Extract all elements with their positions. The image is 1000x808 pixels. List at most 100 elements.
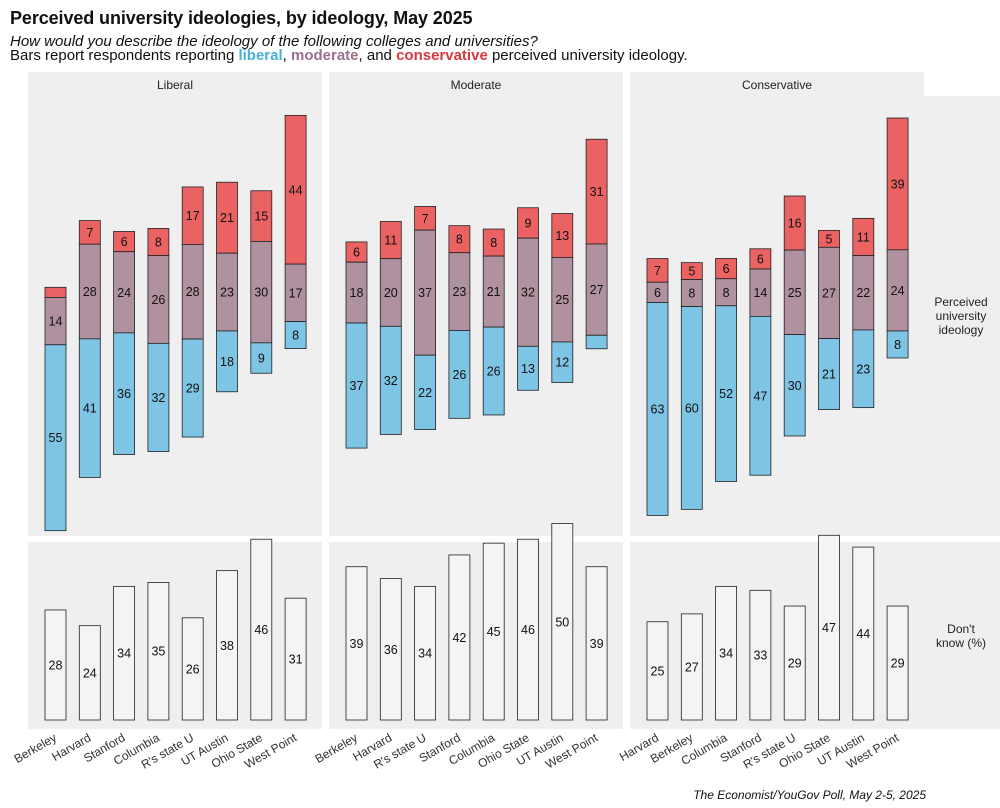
label-moderate-moderate-ut-austin: 25: [555, 293, 569, 307]
dontknow-bg-liberal: [28, 542, 322, 729]
label-moderate-moderate-west-point: 27: [590, 283, 604, 297]
label-dontknow-moderate-ohio-state: 46: [521, 623, 535, 637]
label-dontknow-conservative-berkeley: 27: [685, 660, 699, 674]
label-liberal-liberal-harvard: 41: [83, 402, 97, 416]
label-liberal-liberal-ut-austin: 18: [220, 355, 234, 369]
label-conservative-conservative-ut-austin: 11: [857, 230, 870, 244]
bar-dontknow-moderate-ut-austin: [551, 523, 574, 721]
label-moderate-conservative-ut-austin: 22: [856, 286, 870, 300]
label-moderate-moderate-harvard: 20: [384, 286, 398, 300]
bar-dontknow-moderate-west-point: [585, 566, 608, 721]
label-moderate-liberal-ut-austin: 23: [220, 286, 234, 300]
label-dontknow-moderate-r-s-state-u: 34: [418, 647, 432, 661]
label-moderate-moderate-ohio-state: 32: [521, 286, 535, 300]
label-dontknow-liberal-ut-austin: 38: [220, 639, 234, 653]
bar-dontknow-conservative-stanford: [749, 589, 772, 721]
label-conservative-conservative-columbia: 6: [723, 262, 730, 276]
label-liberal-liberal-ohio-state: 9: [258, 352, 265, 366]
legend-conservative: conservative: [396, 47, 488, 64]
label-dontknow-liberal-berkeley: 28: [49, 658, 63, 672]
bar-liberal-conservative-stanford: [749, 315, 772, 476]
bar-liberal-conservative-west-point: [886, 330, 909, 359]
bar-dontknow-moderate-harvard: [379, 578, 402, 721]
panel-bg-conservative: [630, 72, 924, 536]
label-moderate-moderate-columbia: 21: [487, 285, 501, 299]
legend-liberal: liberal: [238, 47, 283, 64]
label-liberal-conservative-ohio-state: 21: [822, 368, 836, 382]
bar-liberal-liberal-r-s-state-u: [181, 338, 204, 438]
row-label-ideology: Perceived university ideology: [934, 295, 987, 337]
label-dontknow-conservative-ut-austin: 44: [856, 627, 870, 641]
bar-dontknow-liberal-ohio-state: [250, 538, 273, 721]
row-label-bg-top: [924, 96, 1000, 536]
label-dontknow-liberal-r-s-state-u: 26: [186, 662, 200, 676]
label-dontknow-moderate-harvard: 36: [384, 643, 398, 657]
bar-dontknow-moderate-berkeley: [345, 566, 368, 721]
desc-suffix: perceived university ideology.: [487, 47, 688, 64]
bar-dontknow-liberal-columbia: [147, 582, 170, 721]
label-dontknow-liberal-stanford: 34: [117, 647, 131, 661]
bar-dontknow-liberal-stanford: [113, 585, 135, 721]
bar-dontknow-conservative-columbia: [715, 585, 737, 721]
desc-sep1: ,: [282, 47, 291, 64]
label-moderate-moderate-berkeley: 18: [350, 286, 364, 300]
facet-label-conservative: Conservative: [742, 78, 812, 92]
bar-liberal-liberal-harvard: [78, 338, 101, 478]
label-conservative-conservative-harvard: 7: [654, 264, 661, 278]
bar-dontknow-conservative-ut-austin: [852, 546, 875, 721]
label-dontknow-moderate-berkeley: 39: [350, 637, 364, 651]
label-liberal-liberal-columbia: 32: [151, 391, 165, 405]
label-moderate-moderate-r-s-state-u: 37: [418, 286, 432, 300]
label-conservative-moderate-west-point: 31: [590, 185, 604, 199]
dontknow-bg-moderate: [329, 542, 623, 729]
bar-dontknow-conservative-berkeley: [680, 613, 703, 721]
bar-dontknow-moderate-ohio-state: [517, 538, 539, 721]
bar-dontknow-liberal-r-s-state-u: [181, 617, 204, 721]
bar-liberal-moderate-west-point: [585, 334, 608, 350]
label-conservative-conservative-west-point: 39: [891, 177, 905, 191]
legend-moderate: moderate: [291, 47, 359, 64]
bar-liberal-moderate-columbia: [482, 326, 505, 416]
panel-conservative: Conservative766325Harvard586027Berkeley6…: [617, 72, 924, 772]
dontknow-bg-conservative: [630, 542, 924, 729]
bar-conservative-liberal-berkeley: [44, 286, 67, 298]
bar-dontknow-conservative-r-s-state-u: [783, 605, 806, 721]
label-liberal-conservative-stanford: 47: [753, 389, 767, 403]
label-moderate-moderate-stanford: 23: [452, 285, 466, 299]
label-dontknow-liberal-ohio-state: 46: [254, 623, 268, 637]
bar-dontknow-liberal-harvard: [78, 625, 101, 721]
panel-liberal: Liberal145528Berkeley7284124Harvard62436…: [12, 72, 322, 772]
label-liberal-moderate-ohio-state: 13: [521, 362, 535, 376]
bar-liberal-liberal-berkeley: [44, 344, 67, 532]
row-label-dontknow: Don't know (%): [936, 622, 986, 650]
label-conservative-liberal-harvard: 7: [86, 226, 93, 240]
label-liberal-liberal-stanford: 36: [117, 387, 131, 401]
label-dontknow-conservative-r-s-state-u: 29: [788, 657, 802, 671]
facet-label-liberal: Liberal: [157, 78, 193, 92]
bar-liberal-conservative-columbia: [715, 305, 737, 482]
source-caption: The Economist/YouGov Poll, May 2-5, 2025: [693, 788, 926, 802]
bar-dontknow-liberal-ut-austin: [216, 570, 238, 721]
label-conservative-moderate-ohio-state: 9: [525, 216, 532, 230]
label-conservative-moderate-ut-austin: 13: [555, 229, 569, 243]
label-conservative-conservative-stanford: 6: [757, 252, 764, 266]
label-dontknow-conservative-west-point: 29: [891, 657, 905, 671]
label-conservative-moderate-stanford: 8: [456, 233, 463, 247]
label-liberal-conservative-berkeley: 60: [685, 401, 699, 415]
label-liberal-conservative-ut-austin: 23: [856, 362, 870, 376]
bar-liberal-moderate-harvard: [379, 325, 402, 435]
label-liberal-conservative-harvard: 63: [651, 402, 665, 416]
bar-liberal-moderate-berkeley: [345, 322, 368, 449]
label-conservative-liberal-stanford: 6: [121, 235, 128, 249]
label-conservative-conservative-berkeley: 5: [688, 265, 695, 279]
label-moderate-conservative-columbia: 8: [723, 286, 730, 300]
bar-liberal-liberal-columbia: [147, 342, 170, 452]
panel-moderate: Moderate6183739Berkeley11203236Harvard73…: [313, 72, 623, 772]
label-moderate-liberal-harvard: 28: [83, 285, 97, 299]
label-moderate-liberal-stanford: 24: [117, 286, 131, 300]
label-moderate-conservative-r-s-state-u: 25: [788, 286, 802, 300]
bar-liberal-moderate-stanford: [448, 330, 471, 419]
tick-label-moderate-berkeley: Berkeley: [313, 730, 360, 765]
bar-liberal-liberal-ohio-state: [250, 342, 273, 374]
label-conservative-conservative-ohio-state: 5: [826, 232, 833, 246]
